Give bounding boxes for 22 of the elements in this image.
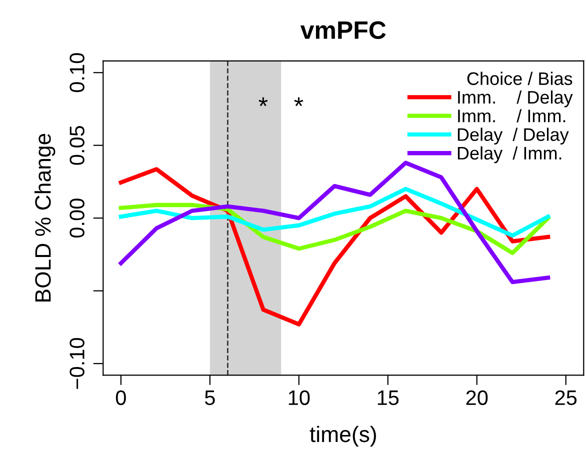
legend-title: Choice / Bias — [467, 72, 572, 86]
x-tick-label: 25 — [555, 390, 577, 406]
y-axis-title: BOLD % Change — [34, 134, 56, 302]
legend-label: Delay / Delay — [458, 128, 569, 145]
x-tick-label: 15 — [378, 390, 399, 406]
legend-label: Imm. / Delay — [458, 90, 573, 108]
y-tick-label: 0.10 — [70, 53, 84, 92]
x-tick-label: 10 — [288, 390, 310, 406]
chart-title: vmPFC — [300, 21, 386, 39]
x-tick-label: 20 — [466, 390, 488, 406]
annotation: * — [294, 97, 304, 106]
x-tick-label: 0 — [116, 390, 126, 406]
x-axis-title: time(s) — [310, 426, 376, 447]
x-tick-label: 5 — [204, 390, 215, 406]
y-tick-label: 0.05 — [70, 126, 84, 165]
legend-label: Delay / Imm. — [458, 146, 562, 164]
annotation: * — [258, 97, 268, 106]
y-tick-label: 0.00 — [70, 198, 84, 238]
line-series — [118, 202, 550, 256]
line-series — [118, 186, 550, 238]
legend-label: Imm. / Imm. — [458, 109, 566, 122]
y-tick-label: −0.10 — [70, 338, 84, 389]
